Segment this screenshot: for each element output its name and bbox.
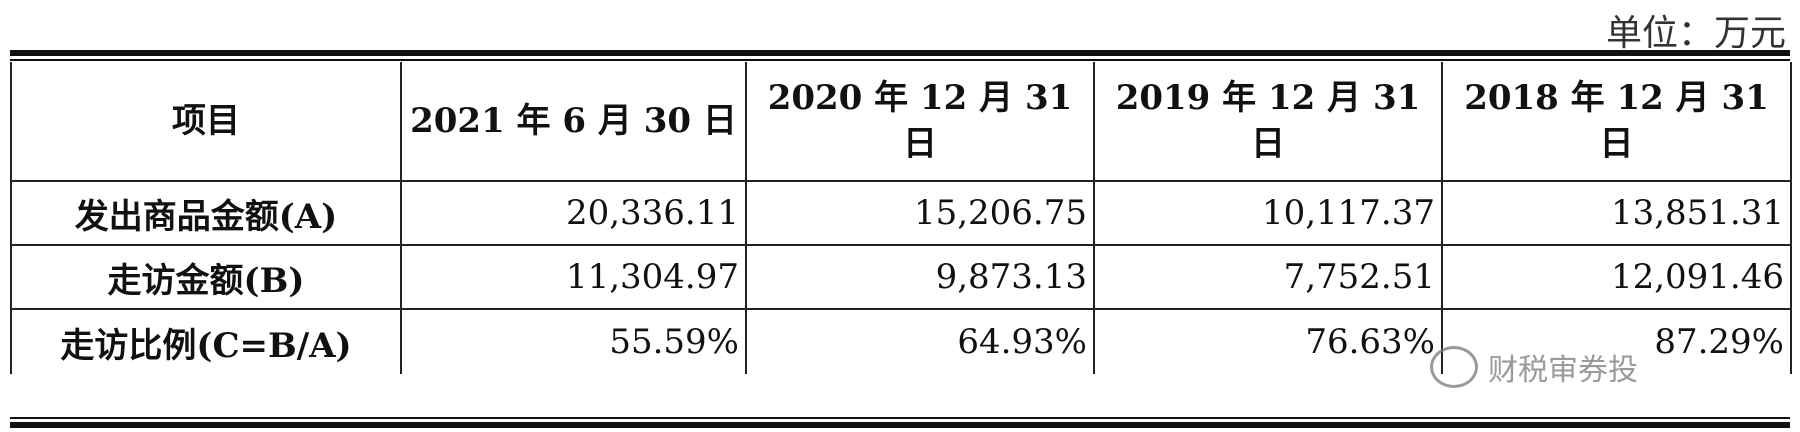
row-label: 走访金额(B) [10,245,402,310]
table-row: 走访金额(B) 11,304.97 9,873.13 7,752.51 12,0… [10,245,1792,310]
header-2020-line2: 日 [903,124,937,164]
header-2019: 2019 年 12 月 31 日 [1093,62,1443,182]
data-table: 项目 2021 年 6 月 30 日 2020 年 12 月 31 日 2019… [10,62,1792,374]
cell-2021: 55.59% [400,309,747,374]
cell-2019: 7,752.51 [1093,245,1443,310]
cell-2020: 15,206.75 [745,181,1095,246]
cell-2019: 10,117.37 [1093,181,1443,246]
table-top-rule-thin [10,59,1790,61]
cell-2018: 13,851.31 [1441,181,1792,246]
data-table-wrapper: 项目 2021 年 6 月 30 日 2020 年 12 月 31 日 2019… [10,62,1792,374]
header-2018-line1: 2018 年 12 月 31 [1464,78,1769,118]
cell-2018: 87.29% [1441,309,1792,374]
cell-2019: 76.63% [1093,309,1443,374]
wechat-icon [1430,346,1478,388]
table-row: 走访比例(C=B/A) 55.59% 64.93% 76.63% 87.29% [10,309,1792,374]
table-bottom-rule [10,422,1790,428]
header-2018: 2018 年 12 月 31 日 [1441,62,1792,182]
header-item: 项目 [10,62,402,182]
table-row: 发出商品金额(A) 20,336.11 15,206.75 10,117.37 … [10,181,1792,246]
header-2020-line1: 2020 年 12 月 31 [767,78,1073,118]
cell-2020: 64.93% [745,309,1095,374]
table-top-rule [10,50,1790,56]
header-2018-line2: 日 [1599,124,1634,164]
cell-2020: 9,873.13 [745,245,1095,310]
cell-2021: 20,336.11 [400,181,747,246]
unit-label: 单位：万元 [1605,13,1786,54]
header-2021: 2021 年 6 月 30 日 [400,62,747,182]
watermark-text: 财税审券投 [1488,353,1638,388]
header-2019-line1: 2019 年 12 月 31 [1115,78,1421,118]
table-header-row: 项目 2021 年 6 月 30 日 2020 年 12 月 31 日 2019… [10,62,1792,182]
cell-2018: 12,091.46 [1441,245,1792,310]
row-label: 发出商品金额(A) [10,181,402,246]
table-bottom-rule-thin [10,417,1790,419]
row-label: 走访比例(C=B/A) [10,309,402,374]
watermark: 财税审券投 [1430,345,1638,389]
cell-2021: 11,304.97 [400,245,747,310]
header-2019-line2: 日 [1251,124,1285,164]
header-2020: 2020 年 12 月 31 日 [745,62,1095,182]
